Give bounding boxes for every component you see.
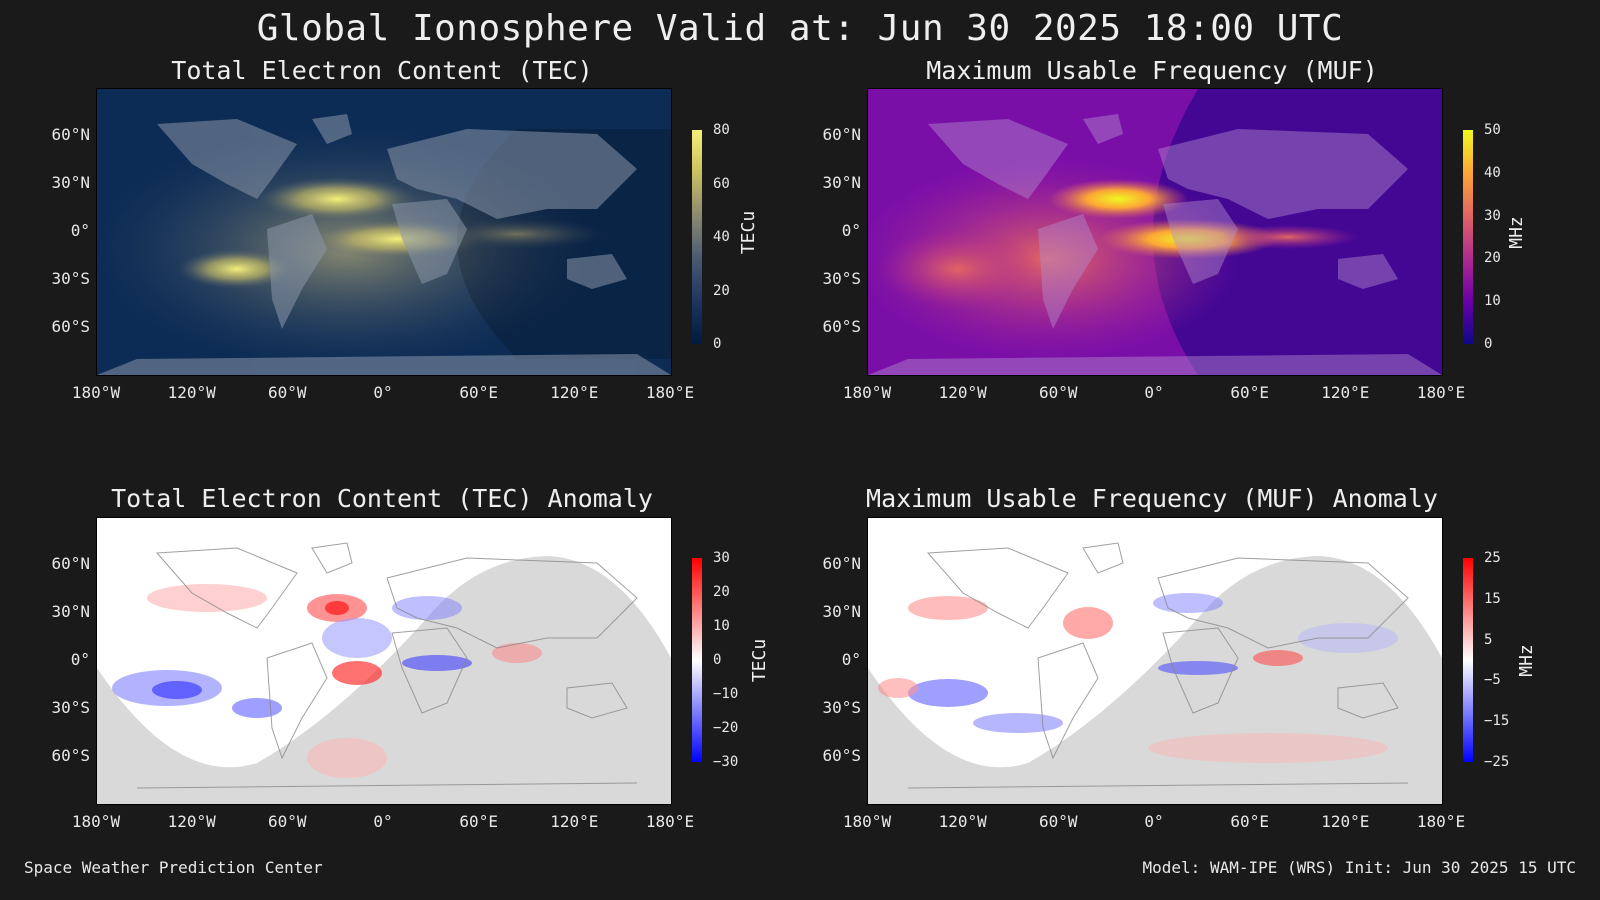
lat-tick-label: 60°N [822,125,861,144]
colorbar-label-muf-anomaly: MHz [1515,644,1537,677]
lat-tick-label: 60°N [822,554,861,573]
lon-tick-label: 0° [1144,812,1164,831]
lat-tick-label: 0° [70,221,90,240]
colorbar-tick-label: 60 [713,175,730,192]
lat-tick-label: 60°N [51,125,90,144]
lon-tick-label: 120°W [167,812,216,831]
colorbar-tick-label: −25 [1484,754,1510,770]
panel-title-muf-anomaly: Maximum Usable Frequency (MUF) Anomaly [866,484,1438,513]
lat-tick-label: 30°S [51,698,90,717]
lon-tick-label: 60°W [1039,383,1078,402]
colorbar-tick-label: 20 [1484,250,1501,267]
colorbar-tick-label: 0 [713,336,722,352]
colorbar-tick-label: 15 [1484,590,1501,607]
lon-tick-label: 120°W [938,383,987,402]
colorbar-tick-label: −15 [1484,713,1510,730]
lat-tick-label: 60°N [51,554,90,573]
lat-tick-label: 30°N [51,602,90,621]
colorbar-tick-label: 50 [1484,122,1501,138]
colorbar-tick-label: 0 [1484,336,1493,352]
colorbar-tick-label: 30 [713,550,730,566]
lon-tick-label: 120°E [1321,812,1370,831]
lat-tick-label: 30°S [822,698,861,717]
colorbar-tick-label: 25 [1484,550,1501,566]
page-title: Global Ionosphere Valid at: Jun 30 2025 … [256,8,1344,49]
lat-tick-label: 60°S [51,317,90,336]
map-tec[interactable] [96,88,672,376]
lat-tick-label: 0° [841,650,861,669]
lon-tick-label: 60°E [459,383,498,402]
lon-tick-label: 180°W [71,812,121,831]
colorbar-label-muf: MHz [1505,216,1527,249]
colorbar-tick-label: 5 [1484,631,1493,648]
colorbar-tick-label: 10 [1484,293,1501,310]
lon-tick-label: 180°E [645,383,695,402]
colorbar-tick-label: 10 [713,618,730,634]
panel-title-muf: Maximum Usable Frequency (MUF) [926,56,1378,85]
lon-tick-label: 180°W [71,383,121,402]
lat-tick-label: 60°S [822,317,861,336]
lat-tick-label: 0° [70,650,90,669]
footer-source: Space Weather Prediction Center [24,858,323,877]
lon-tick-label: 0° [373,383,393,402]
colorbar-tick-label: −5 [1484,672,1501,689]
lon-tick-label: 120°E [1321,383,1370,402]
colorbar-tick-label: −30 [713,754,739,770]
panel-title-tec-anomaly: Total Electron Content (TEC) Anomaly [111,484,653,513]
colorbar-tick-label: 40 [1484,164,1501,181]
colorbar-tick-label: −20 [713,720,739,736]
lon-tick-label: 0° [1144,383,1164,402]
colorbar-tick-label: 80 [713,122,730,138]
lon-tick-label: 120°W [167,383,216,402]
colorbar-tick-label: 0 [713,652,722,668]
colorbar-tec [692,130,702,344]
colorbar-tick-label: −10 [713,686,739,702]
lat-tick-label: 30°S [822,269,861,288]
lat-tick-label: 30°S [51,269,90,288]
colorbar-label-tec-anomaly: TECu [749,638,771,683]
lat-tick-label: 30°N [51,173,90,192]
lon-tick-label: 60°W [268,383,307,402]
lon-tick-label: 120°E [550,812,599,831]
map-muf[interactable] [867,88,1443,376]
panel-title-tec: Total Electron Content (TEC) [171,56,593,85]
lon-tick-label: 120°W [938,812,987,831]
colorbar-tick-label: 20 [713,282,730,299]
colorbar-tec-anomaly [692,558,702,762]
colorbar-muf [1463,130,1473,344]
map-tec-anomaly[interactable] [96,517,672,805]
lon-tick-label: 0° [373,812,393,831]
lon-tick-label: 180°W [842,812,892,831]
lat-tick-label: 30°N [822,602,861,621]
lon-tick-label: 60°E [1230,383,1269,402]
lon-tick-label: 60°E [1230,812,1269,831]
map-muf-anomaly[interactable] [867,517,1443,805]
lat-tick-label: 60°S [822,746,861,765]
colorbar-tick-label: 20 [713,584,730,600]
colorbar-tick-label: 30 [1484,207,1501,224]
colorbar-label-tec: TECu [738,210,760,255]
lon-tick-label: 60°E [459,812,498,831]
lon-tick-label: 180°E [645,812,695,831]
footer-model: Model: WAM-IPE (WRS) Init: Jun 30 2025 1… [1142,858,1576,877]
lon-tick-label: 180°W [842,383,892,402]
lon-tick-label: 180°E [1416,383,1466,402]
colorbar-muf-anomaly [1463,558,1473,762]
lat-tick-label: 0° [841,221,861,240]
lon-tick-label: 180°E [1416,812,1466,831]
lon-tick-label: 60°W [1039,812,1078,831]
lat-tick-label: 30°N [822,173,861,192]
lon-tick-label: 60°W [268,812,307,831]
colorbar-tick-label: 40 [713,229,730,245]
lon-tick-label: 120°E [550,383,599,402]
lat-tick-label: 60°S [51,746,90,765]
